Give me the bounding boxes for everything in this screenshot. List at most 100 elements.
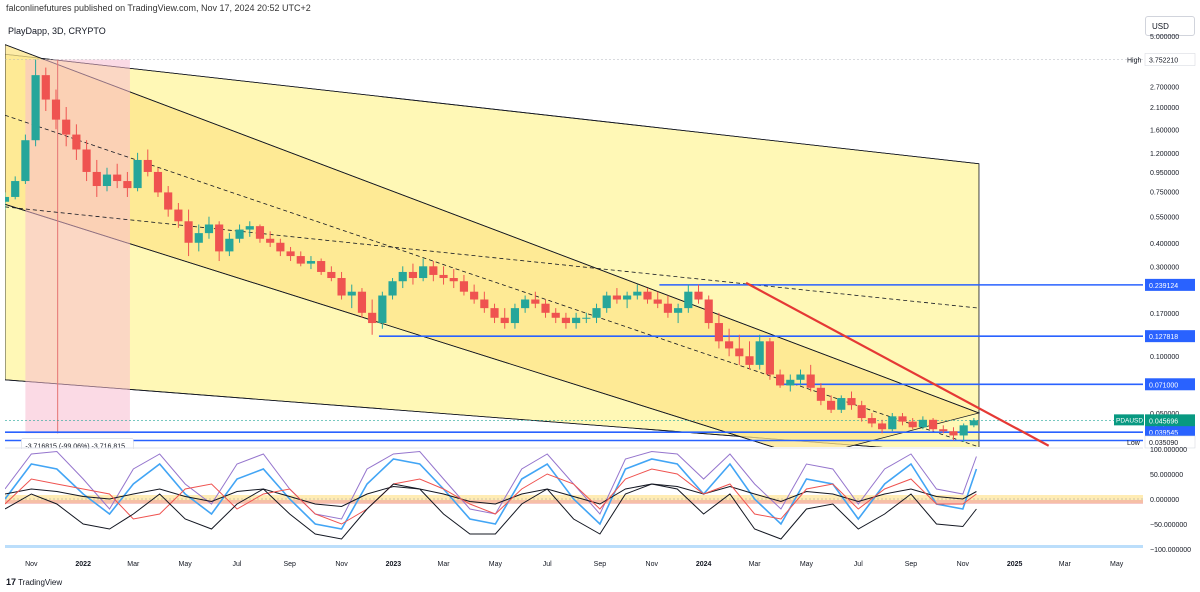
- candle-body: [806, 374, 815, 388]
- price-tag-label: 0.071000: [1149, 382, 1178, 389]
- osc-bottom-strip: [5, 545, 1143, 548]
- y-tick-label: 1.200000: [1150, 151, 1179, 158]
- y-tick-label: 2.700000: [1150, 84, 1179, 91]
- x-tick-label: Nov: [335, 561, 348, 568]
- candle-body: [643, 291, 652, 300]
- symbol-tag-label: PDAUSD: [1116, 417, 1143, 424]
- candle-body: [592, 308, 601, 318]
- candle-body: [633, 291, 642, 296]
- candle-body: [296, 256, 305, 264]
- candle-body: [602, 295, 611, 309]
- x-tick-label: 2022: [75, 561, 91, 568]
- candle-body: [51, 99, 61, 120]
- osc-y-tick-label: −100.000000: [1150, 547, 1191, 554]
- channel-outer-upper-line: [5, 53, 980, 165]
- extreme-tag-bg: [1144, 435, 1196, 449]
- y-tick-label: 0.400000: [1150, 241, 1179, 248]
- candle-body: [449, 278, 458, 282]
- candle-body: [765, 341, 774, 375]
- candle-body: [439, 274, 448, 279]
- red-trendline: [745, 281, 1050, 447]
- candle-body: [786, 379, 795, 386]
- candle-body: [378, 295, 387, 324]
- candle-body: [276, 242, 285, 252]
- candle-body: [92, 171, 101, 187]
- candle-body: [204, 224, 214, 234]
- candle-body: [776, 374, 785, 386]
- candle-body: [816, 387, 825, 401]
- candle-body: [113, 174, 122, 182]
- candle-body: [837, 398, 846, 410]
- currency-selector[interactable]: USD: [1145, 16, 1195, 36]
- candle-body: [174, 209, 183, 222]
- x-tick-label: Nov: [957, 561, 970, 568]
- candle-body: [357, 291, 367, 313]
- candle-body: [612, 295, 621, 300]
- candle-body: [388, 281, 397, 296]
- candle-body: [704, 299, 713, 324]
- dashed-median-0: [5, 114, 980, 447]
- candle-body: [918, 419, 927, 428]
- candle-body: [327, 271, 336, 279]
- candle-body: [62, 119, 71, 135]
- candle-body: [306, 261, 316, 264]
- x-tick-label: May: [489, 561, 503, 568]
- x-tick-label: Mar: [749, 561, 762, 568]
- candle-body: [959, 425, 968, 436]
- price-tag-label: 0.039545: [1149, 430, 1178, 437]
- candle-body: [878, 423, 887, 430]
- candle-body: [337, 278, 346, 296]
- x-tick-label: Jul: [543, 561, 552, 568]
- x-tick-label: 2025: [1007, 561, 1023, 568]
- x-tick-label: Jul: [854, 561, 863, 568]
- candle-body: [153, 171, 163, 193]
- tradingview-brand: TradingView: [18, 578, 63, 587]
- candle-body: [735, 348, 744, 357]
- y-tick-label: 0.170000: [1150, 311, 1179, 318]
- candle-body: [541, 303, 550, 313]
- x-tick-label: Sep: [905, 561, 918, 568]
- extreme-tag-label: 3.752210: [1149, 58, 1178, 65]
- y-tick-label: 2.100000: [1150, 105, 1179, 112]
- candle-body: [102, 174, 112, 187]
- last-price-tag-label: 0.045696: [1149, 418, 1178, 425]
- candle-body: [521, 299, 530, 309]
- candle-body: [408, 271, 418, 279]
- osc-series-line: [5, 458, 978, 530]
- osc-y-tick-label: 0.000000: [1150, 497, 1179, 504]
- oscillator-panel[interactable]: [5, 449, 1143, 549]
- candle-body: [928, 419, 938, 430]
- candle-body: [245, 226, 254, 230]
- publisher-line: falconlinefutures published on TradingVi…: [6, 3, 311, 13]
- x-tick-label: Nov: [646, 561, 659, 568]
- x-tick-label: May: [800, 561, 814, 568]
- candle-body: [368, 312, 377, 324]
- candle-body: [674, 308, 683, 313]
- candle-body: [551, 312, 560, 318]
- candle-body: [684, 291, 693, 309]
- candle-body: [714, 323, 723, 342]
- price-tag-bg: [1145, 378, 1195, 391]
- y-tick-label: 0.950000: [1150, 170, 1179, 177]
- candle-body: [184, 221, 193, 243]
- candle-body: [459, 281, 469, 292]
- y-tick-label: 0.750000: [1150, 189, 1179, 196]
- y-tick-label: 1.600000: [1150, 127, 1179, 134]
- candle-body: [31, 75, 40, 141]
- extreme-tag-bg: [1144, 53, 1196, 66]
- price-chart[interactable]: [1, 36, 1143, 458]
- candle-body: [429, 266, 438, 275]
- osc-series-line: [5, 483, 977, 508]
- y-tick-label: 0.550000: [1150, 215, 1179, 222]
- candle-body: [653, 299, 662, 304]
- candle-body: [41, 75, 50, 100]
- candle-body: [847, 398, 856, 406]
- extreme-tag-label: 0.035090: [1149, 440, 1178, 447]
- candle-body: [531, 299, 540, 304]
- candle-body: [867, 418, 876, 424]
- candle-body: [5, 196, 10, 202]
- candle-body: [908, 421, 917, 428]
- osc-series-line: [5, 483, 977, 540]
- osc-y-tick-label: 100.000000: [1150, 447, 1187, 454]
